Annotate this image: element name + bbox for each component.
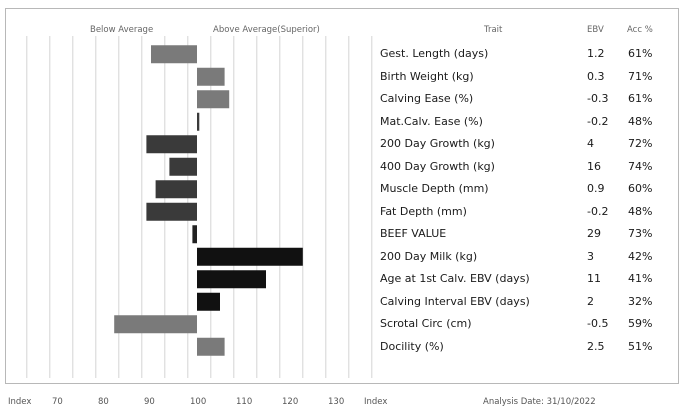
acc-value: 32% (628, 294, 653, 308)
acc-value: 71% (628, 69, 653, 83)
trait-label: Age at 1st Calv. EBV (days) (380, 272, 530, 286)
x-tick-label: 130 (328, 397, 345, 407)
ebv-value: -0.5 (587, 317, 609, 331)
x-tick-label: 100 (190, 397, 207, 407)
ebv-value: 2 (587, 294, 594, 308)
ebv-value: -0.3 (587, 92, 609, 106)
acc-value: 61% (628, 92, 653, 106)
trait-label: Gest. Length (days) (380, 47, 489, 61)
trait-label: Muscle Depth (mm) (380, 182, 489, 196)
bar-3 (197, 112, 200, 131)
ebv-value: 0.9 (587, 182, 605, 196)
bar-0 (151, 45, 197, 64)
bar-5 (169, 157, 197, 176)
ebv-value: 16 (587, 159, 601, 173)
x-tick-label: 80 (98, 397, 109, 407)
acc-value: 51% (628, 339, 653, 353)
trait-label: Docility (%) (380, 339, 444, 353)
bar-2 (197, 90, 230, 109)
acc-value: 48% (628, 204, 653, 218)
acc-value: 61% (628, 47, 653, 61)
trait-label: 200 Day Growth (kg) (380, 137, 495, 151)
bar-6 (155, 180, 197, 199)
bar-13 (197, 337, 225, 356)
below-average-header: Below Average (90, 25, 154, 35)
bar-7 (146, 202, 197, 221)
trait-label: Calving Interval EBV (days) (380, 294, 530, 308)
x-tick-label: 110 (236, 397, 253, 407)
bar-9 (197, 247, 303, 266)
ebv-value: 2.5 (587, 339, 605, 353)
ebv-value: 29 (587, 227, 601, 241)
ebv-value: 1.2 (587, 47, 605, 61)
bar-1 (197, 67, 225, 86)
acc-value: 42% (628, 249, 653, 263)
bar-11 (197, 292, 220, 311)
bar-4 (146, 135, 197, 154)
above-average-header: Above Average(Superior) (213, 25, 320, 35)
trait-label: Calving Ease (%) (380, 92, 474, 106)
bar-12 (114, 315, 197, 334)
bar-10 (197, 270, 266, 289)
trait-label: Birth Weight (kg) (380, 69, 474, 83)
bar-8 (192, 225, 197, 244)
trait-column-header: Trait (484, 25, 503, 35)
x-axis-label-right: Index (364, 397, 388, 407)
ebv-value: 0.3 (587, 69, 605, 83)
trait-label: BEEF VALUE (380, 227, 447, 241)
ebv-value: 3 (587, 249, 594, 263)
acc-value: 73% (628, 227, 653, 241)
acc-value: 72% (628, 137, 653, 151)
acc-value: 60% (628, 182, 653, 196)
trait-label: 400 Day Growth (kg) (380, 159, 495, 173)
trait-label: Fat Depth (mm) (380, 204, 467, 218)
acc-column-header: Acc % (627, 25, 653, 35)
ebv-value: 4 (587, 137, 594, 151)
trait-label: 200 Day Milk (kg) (380, 249, 478, 263)
trait-label: Mat.Calv. Ease (%) (380, 114, 483, 128)
analysis-date: Analysis Date: 31/10/2022 (483, 397, 596, 407)
ebv-value: -0.2 (587, 114, 609, 128)
acc-value: 48% (628, 114, 653, 128)
x-axis-label-left: Index (8, 397, 32, 407)
acc-value: 41% (628, 272, 653, 286)
x-tick-label: 90 (144, 397, 155, 407)
x-tick-label: 70 (52, 397, 63, 407)
acc-value: 59% (628, 317, 653, 331)
acc-value: 74% (628, 159, 653, 173)
ebv-value: -0.2 (587, 204, 609, 218)
x-tick-label: 120 (282, 397, 299, 407)
ebv-value: 11 (587, 272, 601, 286)
ebv-column-header: EBV (587, 25, 604, 35)
trait-label: Scrotal Circ (cm) (380, 317, 472, 331)
